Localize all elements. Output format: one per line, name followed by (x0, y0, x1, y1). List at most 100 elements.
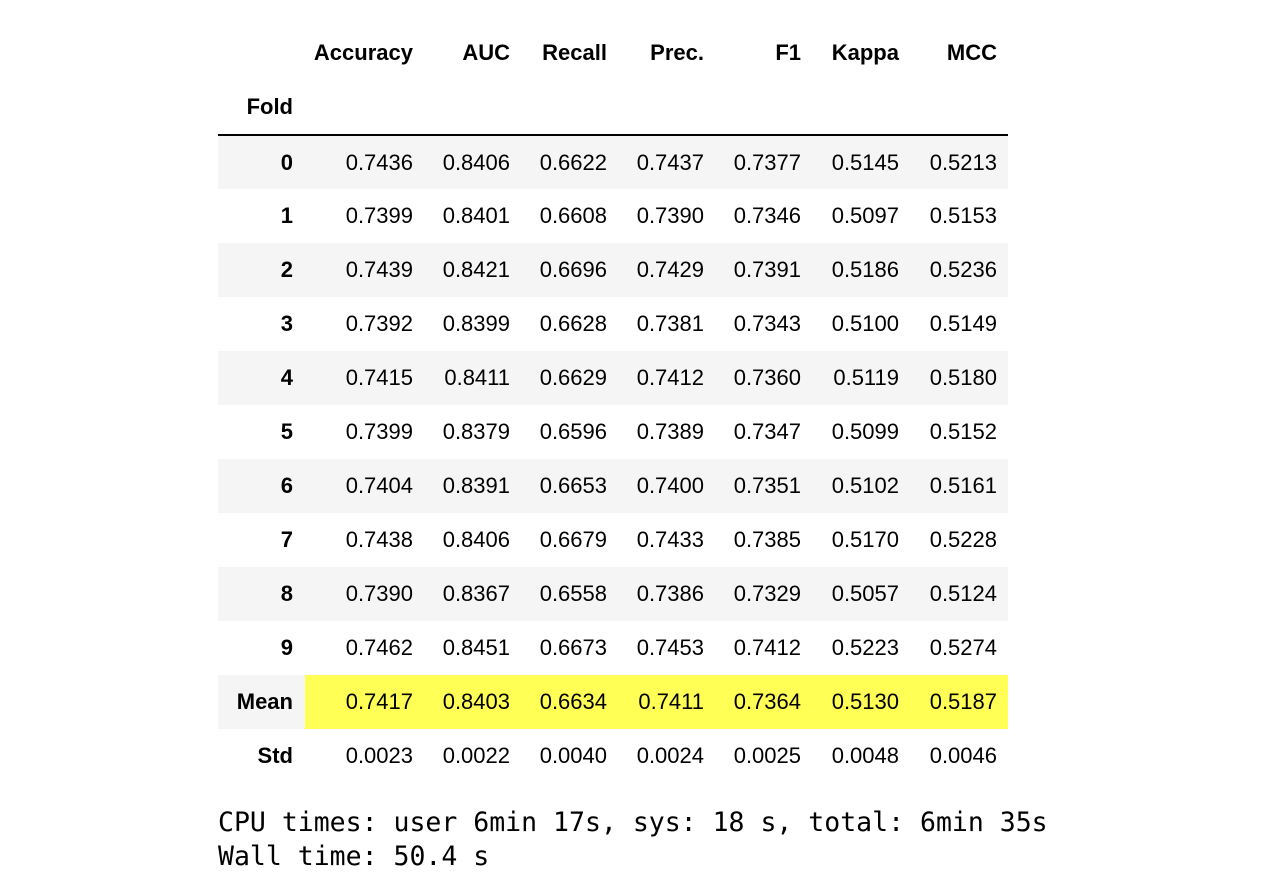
table-cell: 0.6673 (539, 635, 607, 660)
table-row: 0 0.7436 0.8406 0.6622 0.7437 0.7377 0.5145 0.5… (218, 135, 1008, 189)
table-cell: 0.0023 (345, 743, 413, 768)
row-index-label: 8 (280, 581, 293, 606)
table-cell: 0.7391 (733, 257, 801, 282)
table-cell: 0.5130 (812, 675, 910, 729)
table-cell: 0.6622 (539, 149, 607, 175)
table-cell: 0.8401 (442, 203, 510, 228)
row-index-label: Mean (236, 689, 293, 714)
index-name-header: Fold (246, 94, 293, 119)
table-cell: 0.0025 (733, 743, 801, 768)
table-cell: 0.5097 (831, 203, 899, 228)
table-row: 2 0.7439 0.8421 0.6696 0.7429 0.7391 0.5186 0.5… (218, 243, 1008, 297)
table-cell: 0.7360 (733, 365, 801, 390)
table-cell: 0.7412 (733, 635, 801, 660)
table-cell: 0.7453 (636, 635, 704, 660)
table-cell: 0.5213 (929, 149, 997, 175)
table-cell: 0.7415 (345, 365, 413, 390)
table-cell: 0.5274 (929, 635, 997, 660)
table-cell: 0.7436 (345, 149, 413, 175)
table-cell: 0.7404 (345, 473, 413, 498)
row-index-label: 9 (280, 635, 293, 660)
table-cell: 0.7411 (618, 675, 715, 729)
table-cell: 0.5186 (831, 257, 899, 282)
table-cell: 0.7412 (636, 365, 704, 390)
table-cell: 0.5124 (929, 581, 997, 606)
table-cell: 0.5180 (929, 365, 997, 390)
table-cell: 0.7364 (715, 675, 812, 729)
table-cell: 0.8379 (442, 419, 510, 444)
row-index-label: 1 (280, 203, 293, 228)
table-cell: 0.6679 (539, 527, 607, 552)
column-header-accuracy: Accuracy (313, 40, 413, 65)
table-cell: 0.6696 (539, 257, 607, 282)
table-cell: 0.7400 (636, 473, 704, 498)
table-cell: 0.5161 (929, 473, 997, 498)
column-header-auc: AUC (462, 40, 510, 65)
table-cell: 0.7433 (636, 527, 704, 552)
table-row: 5 0.7399 0.8379 0.6596 0.7389 0.7347 0.5099 0.5… (218, 405, 1008, 459)
table-cell: 0.5187 (910, 675, 1008, 729)
row-index-label: 4 (280, 365, 293, 390)
table-cell: 0.8411 (444, 365, 510, 390)
table-cell: 0.8367 (442, 581, 510, 606)
table-cell: 0.8391 (442, 473, 510, 498)
table-cell: 0.8406 (442, 527, 510, 552)
table-cell: 0.8451 (442, 635, 510, 660)
table-cell: 0.6608 (539, 203, 607, 228)
table-row: 1 0.7399 0.8401 0.6608 0.7390 0.7346 0.5097 0.5… (218, 189, 1008, 243)
table-cell: 0.7351 (733, 473, 801, 498)
table-cell: 0.7439 (345, 257, 413, 282)
cell-stdout: CPU times: user 6min 17s, sys: 18 s, tot… (218, 806, 1048, 874)
dataframe-output: Accuracy AUC Recall Prec. F1 Kappa MCC F… (218, 26, 1008, 783)
index-name-row: Fold (218, 80, 1008, 135)
table-cell: 0.0040 (539, 743, 607, 768)
table-row: 9 0.7462 0.8451 0.6673 0.7453 0.7412 0.5223 0.5… (218, 621, 1008, 675)
table-cell: 0.7386 (636, 581, 704, 606)
table-cell: 0.5102 (831, 473, 899, 498)
column-header-f1: F1 (775, 40, 801, 65)
table-cell: 0.7329 (733, 581, 801, 606)
column-header-precision: Prec. (650, 40, 704, 65)
wall-time-line: Wall time: 50.4 s (218, 841, 490, 872)
table-cell: 0.5228 (929, 527, 997, 552)
table-cell: 0.6596 (539, 419, 607, 444)
row-index-label: 3 (280, 311, 293, 336)
results-table: Accuracy AUC Recall Prec. F1 Kappa MCC F… (218, 26, 1008, 783)
table-cell: 0.7377 (733, 149, 801, 175)
table-cell: 0.5119 (833, 365, 899, 390)
table-header: Accuracy AUC Recall Prec. F1 Kappa MCC F… (218, 26, 1008, 135)
table-cell: 0.5223 (831, 635, 899, 660)
table-cell: 0.6629 (539, 365, 607, 390)
row-index-label: 2 (280, 257, 293, 282)
table-cell: 0.0048 (831, 743, 899, 768)
table-cell: 0.7462 (345, 635, 413, 660)
table-row: 4 0.7415 0.8411 0.6629 0.7412 0.7360 0.5119 0.5… (218, 351, 1008, 405)
table-row: Std 0.0023 0.0022 0.0040 0.0024 0.0025 0.0048 0… (218, 729, 1008, 783)
table-cell: 0.5152 (929, 419, 997, 444)
table-cell: 0.7438 (345, 527, 413, 552)
table-cell: 0.5236 (929, 257, 997, 282)
table-row: 8 0.7390 0.8367 0.6558 0.7386 0.7329 0.5057 0.5… (218, 567, 1008, 621)
row-index-label: 5 (280, 419, 293, 444)
table-cell: 0.5100 (831, 311, 899, 336)
table-cell: 0.0046 (929, 743, 997, 768)
table-row: Mean 0.7417 0.8403 0.6634 0.7411 0.7364 0.5130… (218, 675, 1008, 729)
table-body: 0 0.7436 0.8406 0.6622 0.7437 0.7377 0.5145 0.5… (218, 135, 1008, 783)
column-header-mcc: MCC (946, 40, 997, 65)
table-cell: 0.8399 (442, 311, 510, 336)
table-cell: 0.5145 (831, 149, 899, 175)
table-row: 3 0.7392 0.8399 0.6628 0.7381 0.7343 0.5100 0.5… (218, 297, 1008, 351)
table-cell: 0.7390 (636, 203, 704, 228)
table-cell: 0.5149 (929, 311, 997, 336)
column-header-row: Accuracy AUC Recall Prec. F1 Kappa MCC (218, 26, 1008, 80)
table-cell: 0.7343 (733, 311, 801, 336)
table-row: 6 0.7404 0.8391 0.6653 0.7400 0.7351 0.5102 0.5… (218, 459, 1008, 513)
table-cell: 0.7385 (733, 527, 801, 552)
table-row: 7 0.7438 0.8406 0.6679 0.7433 0.7385 0.5170 0.5… (218, 513, 1008, 567)
cpu-times-line: CPU times: user 6min 17s, sys: 18 s, tot… (218, 807, 1048, 838)
column-header-recall: Recall (542, 40, 607, 65)
table-cell: 0.5153 (929, 203, 997, 228)
table-cell: 0.7429 (636, 257, 704, 282)
table-cell: 0.5057 (831, 581, 899, 606)
table-cell: 0.5170 (831, 527, 899, 552)
